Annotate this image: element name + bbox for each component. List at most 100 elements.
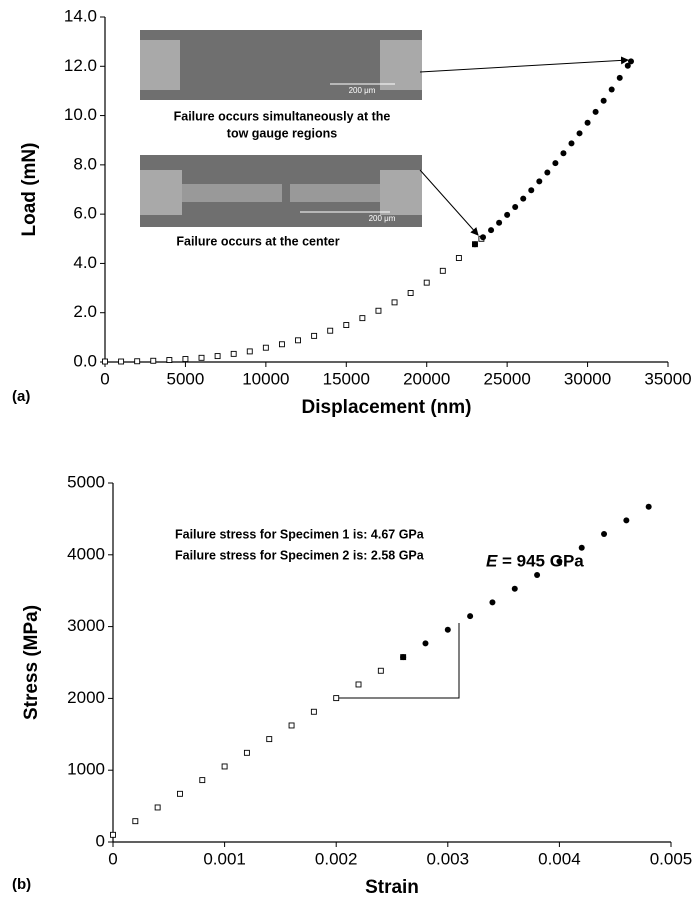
y-tick-label: 14.0 [64,6,97,25]
point [616,74,623,81]
point [343,322,350,328]
point [166,357,173,363]
point [560,150,567,157]
point [645,503,652,510]
y-axis-title: Load (mN) [19,143,40,237]
annotation: tow gauge regions [227,126,337,140]
panel-label: (b) [12,876,31,893]
point [230,350,237,357]
x-tick-label: 35000 [644,369,691,388]
point [578,544,585,551]
arrow [419,56,629,73]
x-tick-label: 0 [100,369,109,388]
point [214,353,221,360]
point [154,804,161,811]
point [444,626,451,633]
point [556,558,563,565]
x-tick-label: 0.004 [538,849,581,868]
point [489,599,496,606]
point [391,299,398,306]
point [221,763,228,770]
x-axis-title: Strain [365,877,419,898]
y-tick-label: 3000 [67,616,105,635]
gauge [182,184,282,202]
y-tick-label: 6.0 [73,204,97,223]
micrograph [140,30,422,100]
grip [140,170,182,215]
scale-label: 200 μm [349,86,376,95]
point [243,749,250,756]
point [422,640,429,647]
point [288,722,295,729]
point [504,211,511,218]
y-tick-label: 10.0 [64,105,97,124]
point [182,356,189,362]
modulus-value: = 945 GPa [502,551,584,570]
annotation: Failure occurs at the center [176,234,339,248]
point [198,354,205,361]
x-tick-label: 0.003 [427,849,470,868]
point [266,736,273,743]
point [480,234,487,241]
y-axis-title: Stress (MPa) [21,605,42,720]
x-tick-label: 25000 [484,369,531,388]
point [534,572,541,579]
point [628,58,635,65]
point [150,357,157,364]
x-tick-label: 0.002 [315,849,358,868]
grip [380,40,422,90]
point [623,517,630,524]
point [600,97,607,104]
point [552,160,559,167]
point [624,62,631,69]
point [199,777,206,784]
y-tick-label: 0 [96,831,105,850]
x-tick-label: 0 [108,849,117,868]
point [536,178,543,185]
gauge [290,184,380,202]
grip [140,40,180,90]
point [400,654,407,661]
y-tick-label: 0.0 [73,351,97,370]
point [407,290,414,296]
annotation: Failure occurs simultaneously at the [174,109,391,123]
grip [380,170,422,215]
y-tick-label: 2000 [67,688,105,707]
point [246,348,253,355]
y-tick-label: 4.0 [73,253,97,272]
point [601,531,608,538]
y-tick-label: 4000 [67,544,105,563]
x-axis-title: Displacement (nm) [302,397,472,418]
point [177,790,183,797]
point [511,585,518,592]
point [310,708,317,715]
y-tick-label: 5000 [67,472,105,491]
arrow [419,169,479,236]
point [355,681,362,688]
point [423,279,430,286]
point [102,358,108,365]
point [520,195,527,202]
point [568,140,575,147]
point [134,358,141,365]
point [118,358,125,365]
point [496,219,503,226]
point [262,344,269,351]
point [377,667,384,674]
point [439,267,446,274]
point [375,307,382,314]
x-tick-label: 5000 [167,369,205,388]
point [311,332,318,339]
point [110,831,116,838]
point [584,119,591,126]
y-tick-label: 12.0 [64,56,97,75]
point [512,203,519,210]
point [333,695,340,702]
point [132,818,139,825]
slope-triangle [336,623,460,699]
y-tick-label: 1000 [67,760,105,779]
x-tick-label: 0.001 [203,849,246,868]
y-tick-label: 2.0 [73,302,97,321]
